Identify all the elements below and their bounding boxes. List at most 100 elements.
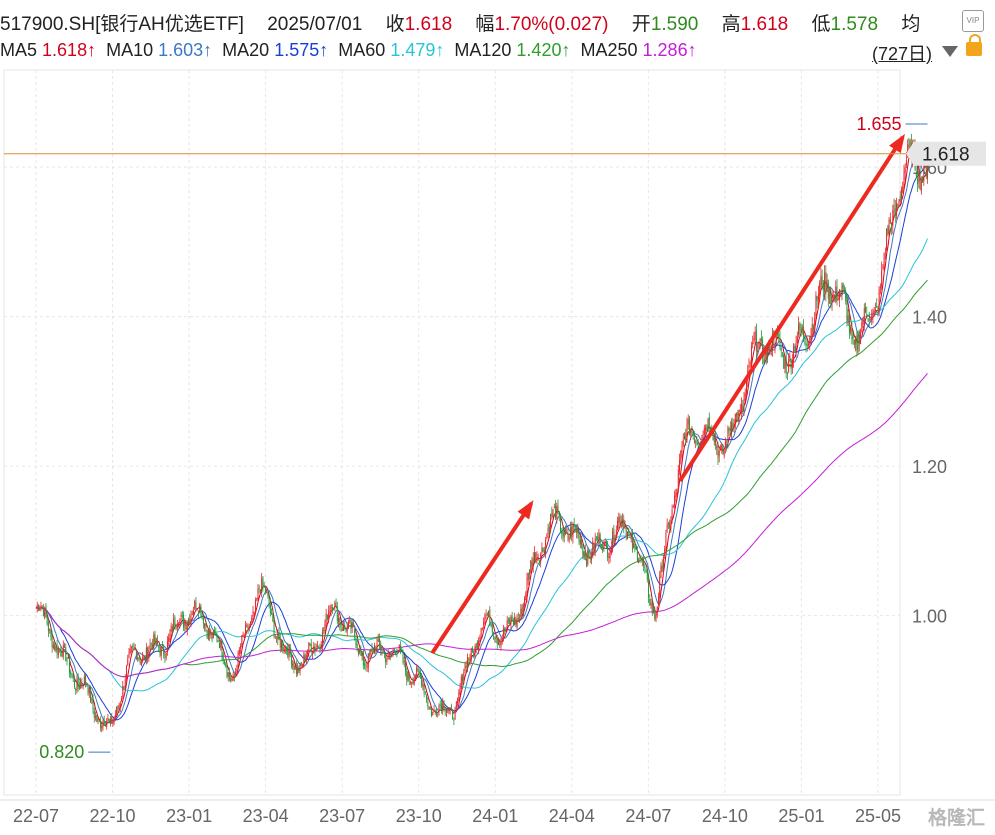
candle-body [786,372,788,374]
candle-body [385,655,387,663]
candle-body [602,545,604,551]
candle-body [841,285,843,296]
candle-body [742,405,744,411]
candle-body [615,530,617,538]
candle-body [489,609,491,626]
candle-body [750,346,752,367]
candle-body [881,269,883,287]
candle-body [591,556,593,560]
candle-body [55,645,57,651]
candle-body [36,605,38,610]
candle-body [571,526,573,537]
candle-body [577,529,579,534]
candle-body [464,663,466,671]
candle-body [902,186,904,192]
candle-body [210,632,212,634]
candle-body [352,622,354,627]
candle-body [643,558,645,566]
candle-body [665,533,667,550]
candle-body [421,675,423,686]
candle-body [231,679,233,681]
candle-body [39,608,41,610]
candle-body [267,592,269,597]
candle-body [624,525,626,528]
ma-legend-value: 1.618↑ [42,40,97,60]
candle-body [169,633,171,640]
candle-body [159,646,161,655]
candle-body [620,521,622,527]
candle-body [857,334,859,353]
symbol-name: 517900.SH[银行AH优选ETF] [0,14,244,35]
candle-body [204,623,206,627]
candle-body [308,642,310,654]
candle-body [366,666,368,668]
current-price-label: 1.618 [922,145,970,166]
lock-icon[interactable] [966,34,982,56]
candle-body [811,324,813,338]
candle-body [391,652,393,657]
candle-body [52,644,54,649]
candle-body [862,322,864,324]
candle-body [390,654,392,655]
candle-body [752,342,754,345]
candle-body [838,290,840,300]
chevron-down-icon[interactable] [942,46,958,57]
candle-body [763,359,765,364]
candle-body [365,665,367,667]
candle-body [696,442,698,445]
candle-body [266,591,268,593]
candle-body [853,340,855,345]
candle-body [900,189,902,202]
candle-body [537,558,539,560]
candle-body [625,527,627,537]
candle-body [196,608,198,610]
candle-body [252,611,254,617]
candle-body [190,615,192,626]
candle-body [323,630,325,631]
candle-body [444,709,446,712]
candle-body [429,706,431,710]
candle-body [78,685,80,689]
candle-body [552,509,554,518]
candle-body [732,423,734,428]
candle-body [490,624,492,626]
candle-body [807,344,809,346]
candle-body [721,445,723,450]
candle-body [764,349,766,363]
candle-body [726,444,728,447]
period-selector[interactable]: (727日) [872,44,933,64]
candle-body [416,667,418,677]
candle-body [184,622,186,626]
candle-body [760,338,762,342]
candle-body [205,621,207,629]
candle-body [480,628,482,636]
candle-body [297,667,299,674]
candle-body [836,286,838,301]
candle-body [830,293,832,305]
candle-body [226,666,228,676]
candle-body [677,469,679,489]
candle-body [574,525,576,528]
candle-body [669,523,671,528]
candle-body [457,698,459,704]
candle-body [680,450,682,462]
candle-body [56,645,58,654]
candle-body [753,338,755,341]
ma-legend-name: MA5 [0,40,38,60]
candle-body [263,584,265,586]
candle-body [868,318,870,322]
candle-body [593,543,595,550]
candle-body [889,219,891,223]
vip-icon[interactable]: VIP [962,10,984,32]
candle-body [160,646,162,656]
candle-body [192,610,194,616]
candle-body [211,632,213,640]
candle-body [873,310,875,314]
candle-body [452,709,454,720]
candle-body [795,342,797,354]
candle-body [805,342,807,346]
candle-body [242,634,244,636]
candle-body [44,607,46,618]
candle-body [138,657,140,660]
